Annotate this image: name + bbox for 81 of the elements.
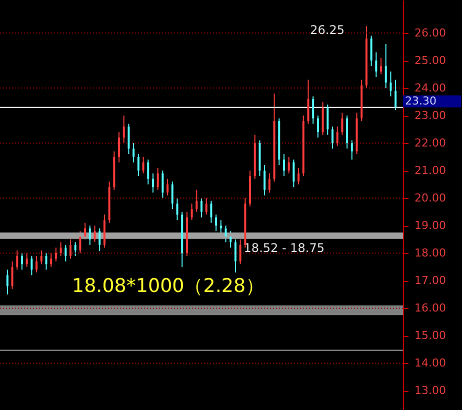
candlestick <box>384 44 387 89</box>
candlestick <box>234 238 236 273</box>
candlestick <box>16 250 18 270</box>
candlestick <box>30 255 33 276</box>
candlestick <box>137 154 140 177</box>
candlestick <box>147 159 150 185</box>
candlestick <box>292 159 295 188</box>
y-tick-label: 18.00 <box>414 246 446 260</box>
candlestick <box>220 220 222 234</box>
candlestick <box>11 260 14 290</box>
candlestick <box>288 156 290 174</box>
candlestick <box>50 252 52 268</box>
candlestick <box>132 142 135 163</box>
candlestick <box>26 252 28 268</box>
candlestick <box>45 252 48 270</box>
y-tick-label: 23.00 <box>414 109 446 122</box>
y-tick-label: 15.00 <box>414 329 446 342</box>
candlestick <box>156 167 159 190</box>
y-tick-label: 13.00 <box>414 384 446 398</box>
candlestick <box>307 79 310 124</box>
candlestick <box>84 222 86 240</box>
candlestick <box>298 167 300 185</box>
candlestick <box>166 178 169 196</box>
candlestick <box>282 154 285 177</box>
candlestick <box>36 255 38 273</box>
candlestick <box>70 238 72 260</box>
y-tick-label: 26.00 <box>414 26 446 40</box>
annotation: 18.08*1000（2.28） <box>72 275 265 297</box>
y-tick-label: 25.00 <box>414 54 446 68</box>
candlestick <box>394 79 397 111</box>
candlestick <box>239 238 242 265</box>
candlestick <box>210 200 212 224</box>
candlestick <box>128 123 130 155</box>
candlestick <box>40 250 42 265</box>
y-tick-label: 21.00 <box>414 164 446 178</box>
candlestick <box>200 198 202 218</box>
candlestick <box>268 172 270 194</box>
candlestick <box>316 115 319 138</box>
candlestick <box>74 242 76 256</box>
candlestick <box>264 164 266 196</box>
candlestick <box>6 269 8 295</box>
candlestick <box>88 225 91 246</box>
candlestick <box>94 225 96 243</box>
candlestick <box>20 252 23 270</box>
candlestick <box>215 214 218 232</box>
candlestick <box>60 242 62 256</box>
candlestick <box>190 203 193 221</box>
y-tick-label: 19.00 <box>414 219 446 232</box>
candlestick <box>122 115 125 144</box>
candlestick <box>312 96 314 124</box>
ref-line-label: 23.30 <box>405 94 436 108</box>
candlestick <box>370 35 372 67</box>
y-tick-label: 20.00 <box>414 192 446 205</box>
candlestick <box>224 225 227 243</box>
candlestick <box>176 198 178 221</box>
candlestick <box>230 230 232 248</box>
candlestick <box>162 170 164 199</box>
y-tick-label: 22.00 <box>414 136 446 150</box>
candlestick <box>390 71 392 97</box>
candlestick <box>152 172 154 194</box>
candlestick <box>118 132 120 163</box>
band-label: 18.52 - 18.75 <box>244 240 324 255</box>
candlestick <box>350 140 353 160</box>
candlestick <box>142 156 144 174</box>
annotation: 26.25 <box>310 23 344 38</box>
y-tick-label: 14.00 <box>414 356 446 370</box>
y-tick-label: 16.00 <box>414 302 446 315</box>
candlestick <box>205 198 208 216</box>
candlestick <box>171 181 174 210</box>
candlestick <box>196 189 198 212</box>
candlestick <box>341 112 344 136</box>
candlestick <box>332 126 334 150</box>
candlestick <box>336 126 338 146</box>
candlestick <box>326 104 329 136</box>
candlestick <box>64 244 67 262</box>
candlestick <box>54 247 57 262</box>
y-tick-label: 24.00 <box>414 82 446 95</box>
y-tick-label: 17.00 <box>414 274 446 288</box>
candlestick <box>375 52 378 78</box>
candlestick <box>98 228 101 252</box>
candlestick <box>380 57 382 75</box>
